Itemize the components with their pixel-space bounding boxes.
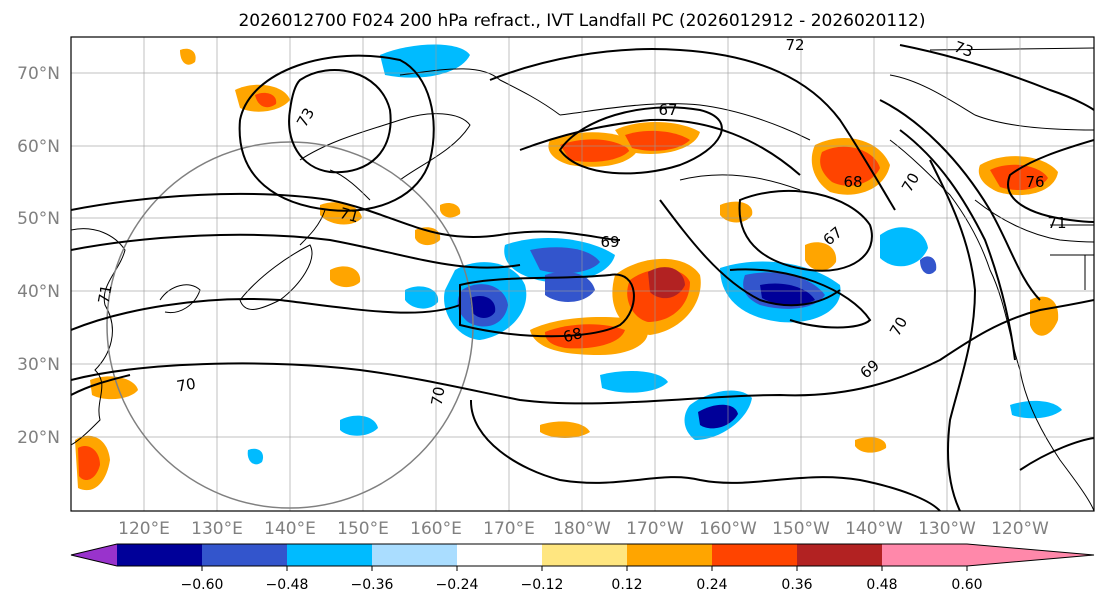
reference-circle <box>106 141 474 509</box>
colorbar-bin <box>712 544 797 566</box>
colorbar-tick-label: −0.48 <box>266 577 309 593</box>
colorbar-bin <box>372 544 457 566</box>
lon-label: 140°E <box>264 519 316 539</box>
lon-label: 160°E <box>410 519 462 539</box>
map-title: 2026012700 F024 200 hPa refract., IVT La… <box>238 11 925 31</box>
colorbar-bin <box>797 544 882 566</box>
lon-label: 140°W <box>845 519 903 539</box>
longitude-labels: 120°E 130°E 140°E 150°E 160°E 170°E 180°… <box>118 519 1049 539</box>
colorbar-bin <box>542 544 627 566</box>
lon-label: 150°E <box>337 519 389 539</box>
contour-label: 71 <box>338 204 361 226</box>
lat-label: 60°N <box>17 137 60 157</box>
colorbar-bin <box>202 544 287 566</box>
contour-label: 71 <box>95 283 116 305</box>
contour-label: 68 <box>561 324 584 346</box>
colorbar-tick-label: −0.36 <box>351 577 394 593</box>
contour-label: 67 <box>658 101 677 119</box>
contour-label: 69 <box>600 233 619 251</box>
map-frame <box>70 36 1095 512</box>
colorbar-bin <box>287 544 372 566</box>
colorbar-bin <box>457 544 542 566</box>
lat-label: 20°N <box>17 428 60 448</box>
contour-label: 70 <box>428 385 449 407</box>
lon-label: 150°W <box>772 519 830 539</box>
colorbar-tick-label: 0.36 <box>781 577 812 593</box>
colorbar-tick-label: 0.60 <box>951 577 982 593</box>
lat-label: 50°N <box>17 209 60 229</box>
contour-label: 70 <box>175 375 197 396</box>
colorbar-tick-label: −0.12 <box>521 577 564 593</box>
lon-label: 130°W <box>918 519 976 539</box>
lon-label: 170°E <box>483 519 535 539</box>
latitude-labels: 70°N 60°N 50°N 40°N 30°N 20°N <box>17 64 60 448</box>
positive-anomaly-regions <box>75 48 1059 491</box>
lon-label: 120°E <box>118 519 170 539</box>
lon-label: 120°W <box>991 519 1049 539</box>
colorbar-tick-label: −0.60 <box>181 577 224 593</box>
lat-label: 30°N <box>17 355 60 375</box>
colorbar-bin <box>117 544 202 566</box>
colorbar-tick-label: 0.24 <box>696 577 727 593</box>
lon-label: 170°W <box>626 519 684 539</box>
lon-label: 130°E <box>191 519 243 539</box>
refractivity-contours <box>71 44 1094 511</box>
map-area: 72 73 67 73 71 69 68 76 67 71 68 70 70 7… <box>71 36 1094 511</box>
lon-label: 160°W <box>699 519 757 539</box>
colorbar-tick-label: 0.48 <box>866 577 897 593</box>
coastlines <box>71 47 1094 511</box>
colorbar-extend-low <box>71 544 117 566</box>
colorbar-tick-label: 0.12 <box>611 577 642 593</box>
lon-label: 180°W <box>553 519 611 539</box>
contour-label: 73 <box>952 38 976 61</box>
colorbar-bin <box>882 544 967 566</box>
lat-label: 70°N <box>17 64 60 84</box>
colorbar-extend-high <box>967 544 1094 566</box>
lat-label: 40°N <box>17 282 60 302</box>
colorbar-bin <box>627 544 712 566</box>
colorbar-tick-label: −0.24 <box>436 577 479 593</box>
contour-label: 68 <box>843 173 862 191</box>
contour-label: 71 <box>1047 214 1066 232</box>
contour-label: 76 <box>1025 173 1044 191</box>
contour-label: 72 <box>785 36 804 54</box>
colorbar: −0.60 −0.48 −0.36 −0.24 −0.12 0.12 0.24 … <box>70 543 1095 593</box>
